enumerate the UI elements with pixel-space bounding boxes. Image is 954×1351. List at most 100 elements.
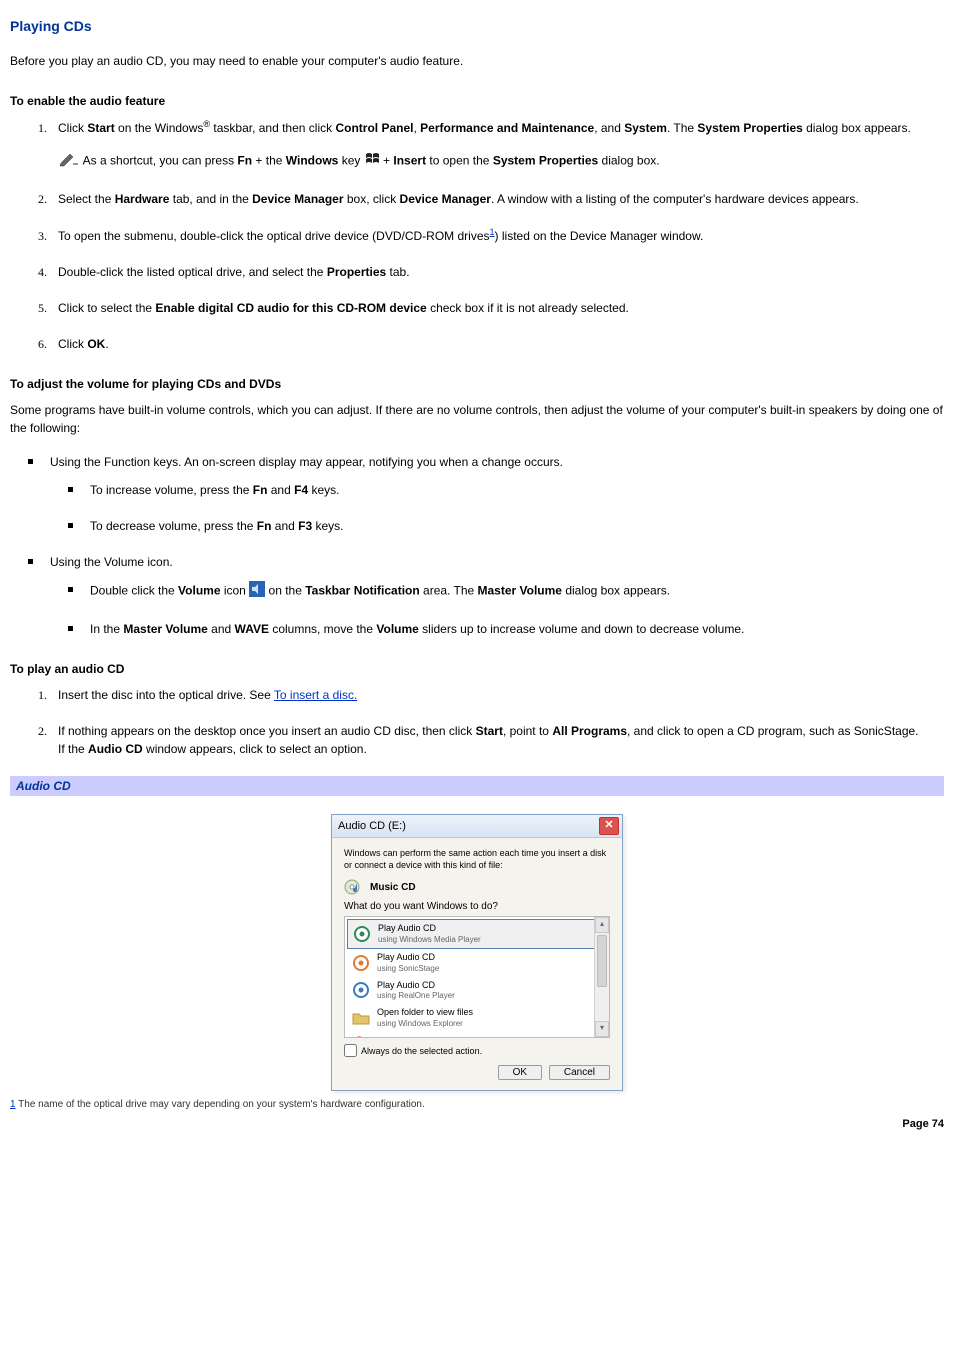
always-label: Always do the selected action. bbox=[361, 1046, 482, 1056]
text: Double click the bbox=[90, 584, 178, 598]
text: icon bbox=[221, 584, 250, 598]
audio-cd-dialog: Audio CD (E:) ✕ Windows can perform the … bbox=[331, 814, 623, 1091]
section-heading-volume: To adjust the volume for playing CDs and… bbox=[10, 377, 944, 391]
text: columns, move the bbox=[269, 622, 376, 636]
bold: Device Manager bbox=[400, 192, 491, 206]
bold: Master Volume bbox=[123, 622, 207, 636]
section-heading-play: To play an audio CD bbox=[10, 662, 944, 676]
bold: Properties bbox=[327, 265, 386, 279]
list-item: To decrease volume, press the Fn and F3 … bbox=[68, 517, 944, 535]
option-label: Open folder to view filesusing Windows E… bbox=[377, 1007, 473, 1029]
text: Insert the disc into the optical drive. … bbox=[58, 688, 274, 702]
volume-tray-icon bbox=[249, 581, 265, 602]
bold: All Programs bbox=[552, 724, 627, 738]
insert-disc-link[interactable]: To insert a disc. bbox=[274, 688, 357, 702]
text: , and click to open a CD program, such a… bbox=[627, 724, 919, 738]
text: , and bbox=[594, 121, 624, 135]
text: Music CD bbox=[370, 882, 416, 893]
text: Click to select the bbox=[58, 301, 155, 315]
always-checkbox[interactable] bbox=[344, 1044, 357, 1057]
bold: Hardware bbox=[115, 192, 170, 206]
step-4: Double-click the listed optical drive, a… bbox=[50, 263, 944, 281]
bold: Control Panel bbox=[335, 121, 413, 135]
bold: Start bbox=[87, 121, 114, 135]
list-item: Using the Volume icon. Double click the … bbox=[28, 553, 944, 638]
text: Select the bbox=[58, 192, 115, 206]
text: Click bbox=[58, 121, 87, 135]
close-icon[interactable]: ✕ bbox=[599, 817, 619, 835]
dialog-type: Music CD bbox=[344, 879, 610, 895]
bold: F4 bbox=[294, 483, 308, 497]
music-cd-icon bbox=[344, 879, 364, 895]
text: check box if it is not already selected. bbox=[427, 301, 629, 315]
text: window appears, click to select an optio… bbox=[143, 742, 367, 756]
text: dialog box. bbox=[598, 154, 659, 168]
list-item: Using the Function keys. An on-screen di… bbox=[28, 453, 944, 535]
bold: Insert bbox=[393, 154, 426, 168]
text: . The bbox=[667, 121, 697, 135]
bold: Windows bbox=[286, 154, 339, 168]
step-1: Insert the disc into the optical drive. … bbox=[50, 686, 944, 704]
text: ) listed on the Device Manager window. bbox=[495, 229, 704, 243]
nested-list: Double click the Volume icon on the Task… bbox=[50, 581, 944, 638]
bold: Device Manager bbox=[252, 192, 343, 206]
shortcut-note: As a shortcut, you can press Fn + the Wi… bbox=[58, 151, 944, 172]
text: and bbox=[271, 519, 298, 533]
wmp-icon bbox=[352, 926, 372, 942]
text: + bbox=[380, 154, 394, 168]
scroll-down-icon[interactable]: ▾ bbox=[595, 1021, 609, 1037]
dialog-option[interactable]: Play Audio CDusing Windows Media Player bbox=[347, 919, 607, 949]
page-number: Page 74 bbox=[10, 1118, 944, 1130]
bold: System bbox=[624, 121, 667, 135]
bold: Enable digital CD audio for this CD-ROM … bbox=[155, 301, 426, 315]
dialog-intro: Windows can perform the same action each… bbox=[344, 848, 610, 871]
volume-options: Using the Function keys. An on-screen di… bbox=[10, 453, 944, 638]
text: box, click bbox=[344, 192, 400, 206]
enable-steps: Click Start on the Windows® taskbar, and… bbox=[10, 118, 944, 353]
scroll-thumb[interactable] bbox=[597, 935, 607, 987]
scroll-up-icon[interactable]: ▴ bbox=[595, 917, 609, 933]
dialog-option[interactable]: Play Audio CDusing SonicStage bbox=[347, 949, 607, 977]
cancel-button[interactable]: Cancel bbox=[549, 1065, 610, 1080]
step-5: Click to select the Enable digital CD au… bbox=[50, 299, 944, 317]
dialog-prompt: What do you want Windows to do? bbox=[344, 901, 610, 912]
text: on the Windows bbox=[115, 121, 204, 135]
scrollbar[interactable]: ▴ ▾ bbox=[594, 917, 609, 1037]
text: Double-click the listed optical drive, a… bbox=[58, 265, 327, 279]
text: Using the Function keys. An on-screen di… bbox=[50, 455, 563, 469]
bold: WAVE bbox=[235, 622, 269, 636]
intro-text: Before you play an audio CD, you may nee… bbox=[10, 52, 944, 70]
bold: Fn bbox=[237, 154, 252, 168]
dialog-option[interactable] bbox=[347, 1032, 607, 1039]
bold: Fn bbox=[253, 483, 268, 497]
nested-list: To increase volume, press the Fn and F4 … bbox=[50, 481, 944, 535]
bold: OK bbox=[87, 337, 105, 351]
figure-caption: Audio CD bbox=[10, 776, 944, 796]
dialog-option[interactable]: Play Audio CDusing RealOne Player bbox=[347, 977, 607, 1005]
text: Click bbox=[58, 337, 87, 351]
text: dialog box appears. bbox=[803, 121, 911, 135]
play-steps: Insert the disc into the optical drive. … bbox=[10, 686, 944, 758]
text: . bbox=[105, 337, 108, 351]
dialog-listbox[interactable]: Play Audio CDusing Windows Media PlayerP… bbox=[344, 916, 610, 1038]
text: keys. bbox=[312, 519, 343, 533]
text: + the bbox=[252, 154, 286, 168]
partial-icon bbox=[351, 1035, 371, 1039]
text: and bbox=[267, 483, 294, 497]
text: and bbox=[208, 622, 235, 636]
bold: Taskbar Notification bbox=[305, 584, 419, 598]
text: To decrease volume, press the bbox=[90, 519, 257, 533]
bold: Performance and Maintenance bbox=[420, 121, 594, 135]
dialog-option[interactable]: Open folder to view filesusing Windows E… bbox=[347, 1004, 607, 1032]
text: In the bbox=[90, 622, 123, 636]
section-heading-enable: To enable the audio feature bbox=[10, 94, 944, 108]
text: If nothing appears on the desktop once y… bbox=[58, 724, 476, 738]
footnote: 1 The name of the optical drive may vary… bbox=[10, 1099, 944, 1110]
bold: F3 bbox=[298, 519, 312, 533]
ok-button[interactable]: OK bbox=[498, 1065, 542, 1080]
bold: Master Volume bbox=[478, 584, 562, 598]
real-icon bbox=[351, 982, 371, 998]
ss-icon bbox=[351, 955, 371, 971]
dialog-figure: Audio CD (E:) ✕ Windows can perform the … bbox=[10, 814, 944, 1091]
windows-key-icon bbox=[364, 151, 380, 172]
